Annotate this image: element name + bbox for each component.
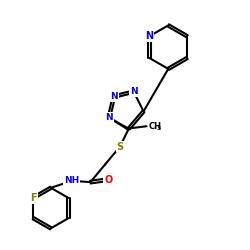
Text: CH: CH (148, 122, 162, 131)
Text: 3: 3 (157, 126, 161, 131)
Text: F: F (30, 193, 36, 203)
Text: N: N (130, 87, 138, 96)
Text: O: O (104, 175, 112, 185)
Text: S: S (116, 142, 123, 152)
Text: NH: NH (64, 176, 80, 185)
Text: N: N (105, 113, 113, 122)
Text: N: N (110, 92, 118, 101)
Text: N: N (145, 31, 154, 41)
